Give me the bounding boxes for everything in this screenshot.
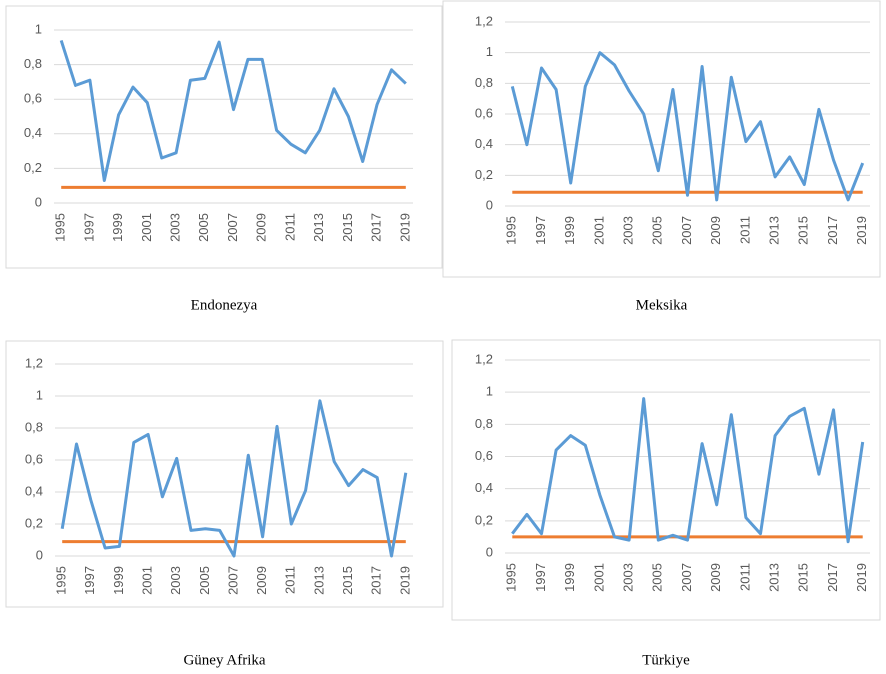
x-tick-label: 1999 bbox=[111, 566, 126, 595]
y-tick-label: 1,2 bbox=[475, 13, 493, 28]
x-tick-label: 2015 bbox=[340, 566, 355, 595]
line-series bbox=[510, 51, 865, 202]
y-tick-label: 1,2 bbox=[475, 351, 493, 366]
x-tick-label: 2019 bbox=[397, 213, 412, 242]
x-tick-label: 1995 bbox=[504, 216, 519, 245]
x-tick-label: 2009 bbox=[708, 216, 723, 245]
panel-border bbox=[5, 340, 444, 608]
y-tick-label: 0,4 bbox=[475, 480, 493, 495]
x-tick-label: 2019 bbox=[854, 563, 869, 592]
x-tick-label: 2013 bbox=[767, 216, 782, 245]
y-tick-label: 0 bbox=[35, 194, 42, 209]
x-tick-label: 2017 bbox=[825, 563, 840, 592]
y-tick-label: 0 bbox=[486, 197, 493, 212]
x-tick-label: 2011 bbox=[282, 213, 297, 241]
x-tick-label: 2007 bbox=[225, 566, 240, 595]
x-tick-label: 1997 bbox=[533, 216, 548, 245]
x-tick-label: 2013 bbox=[311, 213, 326, 242]
x-tick-label: 1997 bbox=[81, 213, 96, 242]
x-tick-label: 2015 bbox=[340, 213, 355, 242]
panel-border bbox=[442, 0, 881, 278]
x-tick-label: 2017 bbox=[825, 216, 840, 245]
x-tick-label: 1999 bbox=[110, 213, 125, 242]
panel-border bbox=[451, 339, 881, 621]
x-tick-label: 2005 bbox=[650, 563, 665, 592]
y-tick-label: 0,8 bbox=[25, 419, 43, 434]
y-tick-label: 0,4 bbox=[25, 483, 43, 498]
panel-border bbox=[5, 5, 443, 269]
x-tick-label: 1995 bbox=[53, 213, 68, 242]
line-series bbox=[511, 397, 865, 544]
x-tick-label: 2005 bbox=[650, 216, 665, 245]
y-tick-label: 0,8 bbox=[475, 416, 493, 431]
x-tick-label: 1995 bbox=[504, 563, 519, 592]
x-tick-label: 2003 bbox=[621, 216, 636, 245]
line-series bbox=[59, 39, 407, 182]
y-tick-label: 0,8 bbox=[475, 75, 493, 90]
caption: Meksika bbox=[636, 297, 688, 313]
y-tick-label: 0,6 bbox=[475, 448, 493, 463]
x-tick-label: 2007 bbox=[679, 216, 694, 245]
x-tick-label: 2015 bbox=[796, 216, 811, 245]
y-tick-label: 0,4 bbox=[24, 125, 42, 140]
x-tick-label: 2013 bbox=[311, 566, 326, 595]
x-tick-label: 1999 bbox=[562, 563, 577, 592]
x-tick-label: 2013 bbox=[767, 563, 782, 592]
x-tick-label: 1999 bbox=[562, 216, 577, 245]
x-tick-label: 2003 bbox=[167, 213, 182, 242]
x-tick-label: 2017 bbox=[369, 566, 384, 595]
y-tick-label: 0,6 bbox=[25, 451, 43, 466]
x-tick-label: 2005 bbox=[197, 566, 212, 595]
x-tick-label: 2019 bbox=[854, 216, 869, 245]
x-tick-label: 2011 bbox=[737, 216, 752, 244]
y-tick-label: 0,6 bbox=[24, 91, 42, 106]
caption: Türkiye bbox=[642, 652, 690, 668]
x-tick-label: 2001 bbox=[591, 563, 606, 592]
x-tick-label: 2009 bbox=[254, 566, 269, 595]
x-tick-label: 2017 bbox=[369, 213, 384, 242]
x-tick-label: 2007 bbox=[225, 213, 240, 242]
caption: Güney Afrika bbox=[183, 652, 265, 668]
x-tick-label: 2001 bbox=[140, 566, 155, 595]
y-tick-label: 1 bbox=[486, 384, 493, 399]
x-tick-label: 2009 bbox=[254, 213, 269, 242]
y-tick-label: 0,2 bbox=[24, 160, 42, 175]
x-tick-label: 1997 bbox=[82, 566, 97, 595]
y-tick-label: 0,8 bbox=[24, 56, 42, 71]
y-tick-label: 0,2 bbox=[25, 515, 43, 530]
x-tick-label: 2011 bbox=[283, 566, 298, 594]
x-tick-label: 2019 bbox=[397, 566, 412, 595]
y-tick-label: 0,2 bbox=[475, 512, 493, 527]
x-tick-label: 2007 bbox=[679, 563, 694, 592]
y-tick-label: 0 bbox=[486, 544, 493, 559]
y-tick-label: 0 bbox=[36, 547, 43, 562]
y-tick-label: 1 bbox=[486, 44, 493, 59]
x-tick-label: 2015 bbox=[796, 563, 811, 592]
y-tick-label: 1 bbox=[36, 387, 43, 402]
x-tick-label: 1997 bbox=[533, 563, 548, 592]
y-tick-label: 0,6 bbox=[475, 105, 493, 120]
x-tick-label: 2003 bbox=[621, 563, 636, 592]
y-tick-label: 1,2 bbox=[25, 355, 43, 370]
x-tick-label: 2001 bbox=[591, 216, 606, 245]
x-tick-label: 1995 bbox=[54, 566, 69, 595]
x-tick-label: 2003 bbox=[168, 566, 183, 595]
x-tick-label: 2009 bbox=[708, 563, 723, 592]
x-tick-label: 2005 bbox=[196, 213, 211, 242]
y-tick-label: 1 bbox=[35, 21, 42, 36]
y-tick-label: 0,4 bbox=[475, 136, 493, 151]
x-tick-label: 2011 bbox=[737, 563, 752, 591]
x-tick-label: 2001 bbox=[139, 213, 154, 242]
y-tick-label: 0,2 bbox=[475, 167, 493, 182]
caption: Endonezya bbox=[191, 297, 258, 313]
line-series bbox=[60, 399, 408, 558]
